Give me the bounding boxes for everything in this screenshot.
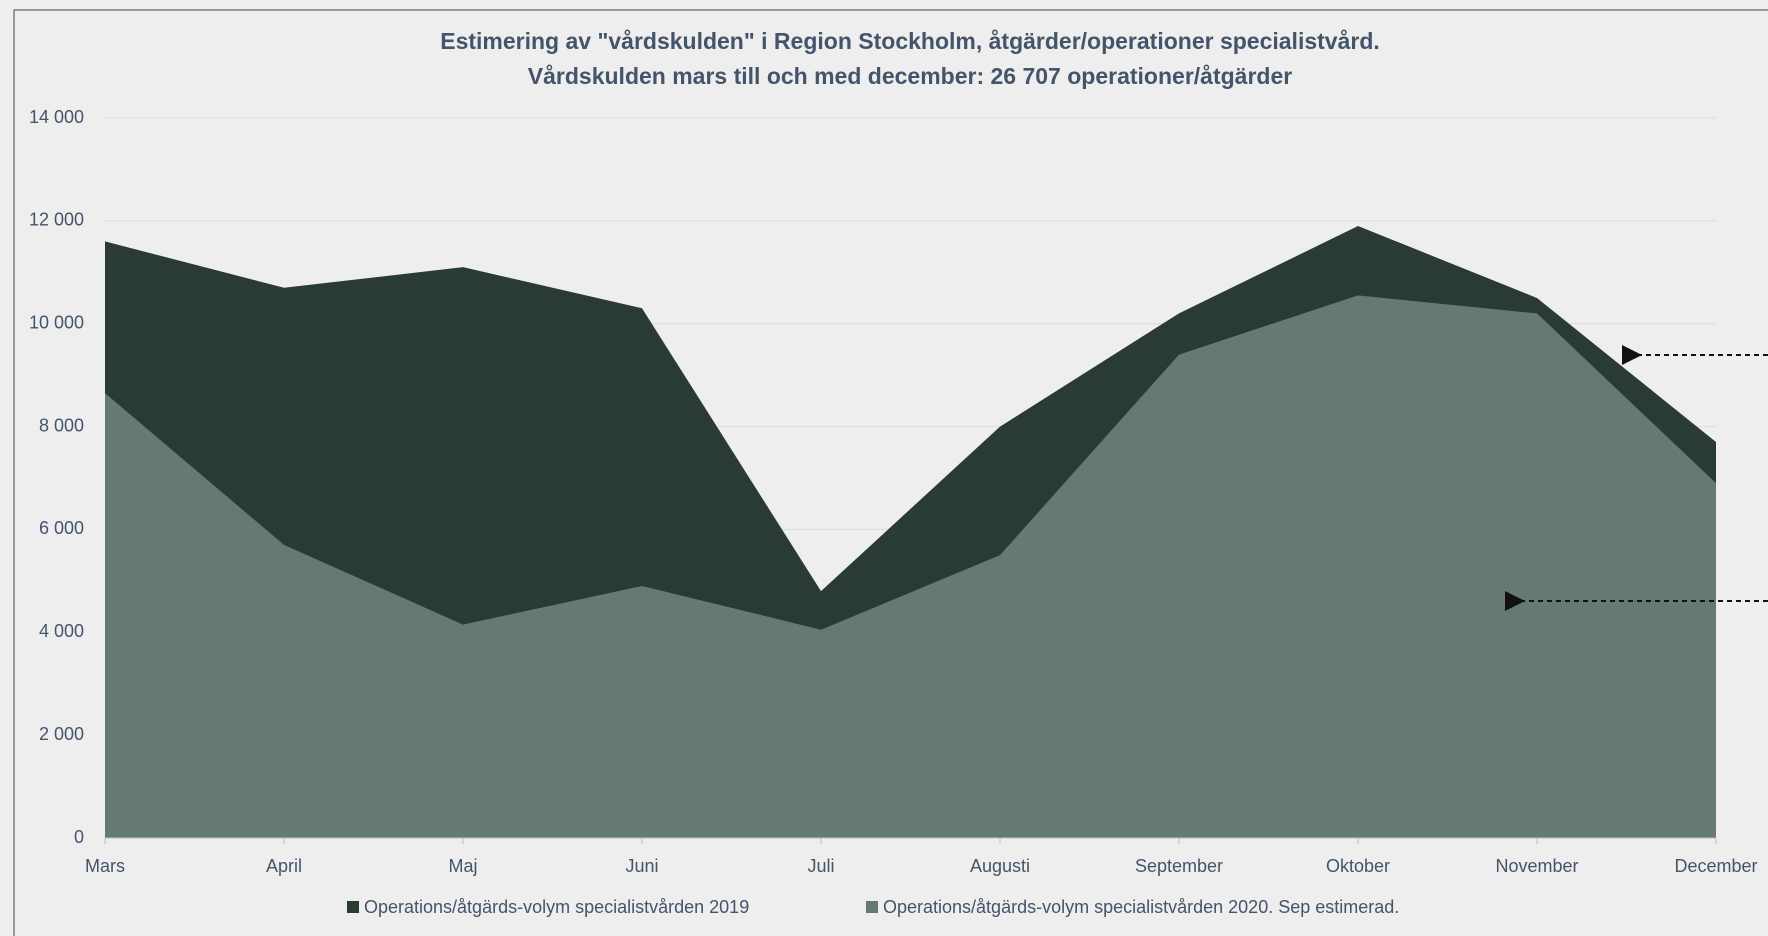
legend-swatch bbox=[866, 901, 878, 913]
y-tick-label: 8 000 bbox=[39, 415, 84, 435]
y-tick-label: 10 000 bbox=[29, 312, 84, 332]
x-tick-label: Juli bbox=[807, 856, 834, 876]
y-tick-label: 0 bbox=[74, 827, 84, 847]
x-tick-label: April bbox=[266, 856, 302, 876]
y-tick-label: 4 000 bbox=[39, 621, 84, 641]
chart-subtitle: Vårdskulden mars till och med december: … bbox=[528, 63, 1292, 89]
x-tick-label: Mars bbox=[85, 856, 125, 876]
y-tick-label: 2 000 bbox=[39, 724, 84, 744]
x-tick-label: November bbox=[1495, 856, 1578, 876]
legend-swatch bbox=[347, 901, 359, 913]
x-tick-label: September bbox=[1135, 856, 1223, 876]
chart-title: Estimering av "vårdskulden" i Region Sto… bbox=[440, 28, 1380, 54]
y-tick-label: 6 000 bbox=[39, 518, 84, 538]
legend-label: Operations/åtgärds-volym specialistvårde… bbox=[364, 897, 749, 917]
area bbox=[105, 295, 1716, 838]
x-tick-label: Juni bbox=[625, 856, 658, 876]
x-tick-label: Augusti bbox=[970, 856, 1030, 876]
x-tick-label: Maj bbox=[448, 856, 477, 876]
x-tick-label: Oktober bbox=[1326, 856, 1390, 876]
legend-label: Operations/åtgärds-volym specialistvårde… bbox=[883, 897, 1399, 917]
y-tick-label: 12 000 bbox=[29, 210, 84, 230]
areas bbox=[105, 226, 1716, 838]
y-tick-label: 14 000 bbox=[29, 107, 84, 127]
x-tick-label: December bbox=[1674, 856, 1757, 876]
